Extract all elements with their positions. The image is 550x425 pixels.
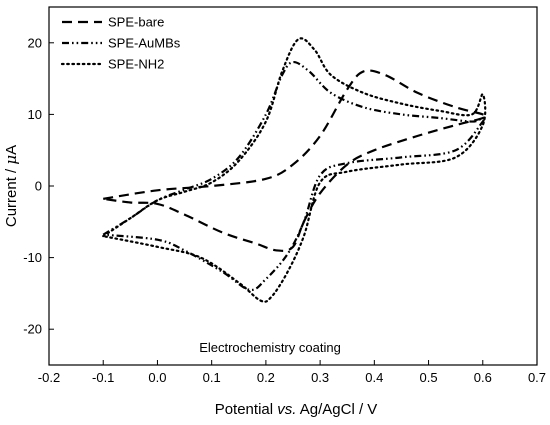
chart-annotation: Electrochemistry coating <box>199 340 341 355</box>
legend-label: SPE-NH2 <box>108 57 164 72</box>
y-tick-label: 20 <box>28 35 42 50</box>
legend: SPE-bare SPE-AuMBs SPE-NH2 <box>60 15 181 72</box>
x-axis-ticks: -0.2 -0.1 0.0 0.1 0.2 0.3 0.4 0.5 0.6 0.7 <box>38 360 546 385</box>
x-tick-label: 0.5 <box>420 370 438 385</box>
legend-label: SPE-AuMBs <box>108 36 181 51</box>
x-axis-title-post: Ag/AgCl / V <box>296 401 377 418</box>
x-tick-label: 0.2 <box>257 370 275 385</box>
series-layer <box>102 37 488 303</box>
x-tick-label: 0.0 <box>148 370 166 385</box>
y-tick-label: -10 <box>23 250 42 265</box>
y-axis-title-greek: μ <box>2 155 20 165</box>
x-tick-label: -0.1 <box>92 370 114 385</box>
y-tick-label: -20 <box>23 322 42 337</box>
y-axis-ticks: 20 10 0 -10 -20 <box>23 35 54 337</box>
x-axis-title-italic: vs. <box>277 401 296 418</box>
x-axis-title: Potential vs. Ag/AgCl / V <box>215 401 378 418</box>
x-axis-title-pre: Potential <box>215 401 278 418</box>
y-tick-label: 0 <box>35 179 42 194</box>
series-line-spe-aumbs <box>102 61 487 292</box>
x-tick-label: -0.2 <box>38 370 60 385</box>
x-tick-label: 0.3 <box>311 370 329 385</box>
x-tick-label: 0.4 <box>365 370 383 385</box>
y-tick-label: 10 <box>28 107 42 122</box>
y-axis-title-post: A <box>3 145 20 155</box>
x-tick-label: 0.7 <box>528 370 546 385</box>
y-axis-title: Current / μA <box>2 145 20 227</box>
series-line-spe-bare <box>103 69 488 252</box>
x-tick-label: 0.6 <box>474 370 492 385</box>
y-axis-title-pre: Current / <box>3 165 20 228</box>
legend-label: SPE-bare <box>108 15 164 30</box>
x-tick-label: 0.1 <box>203 370 221 385</box>
series-line-spe-nh2 <box>102 37 487 303</box>
